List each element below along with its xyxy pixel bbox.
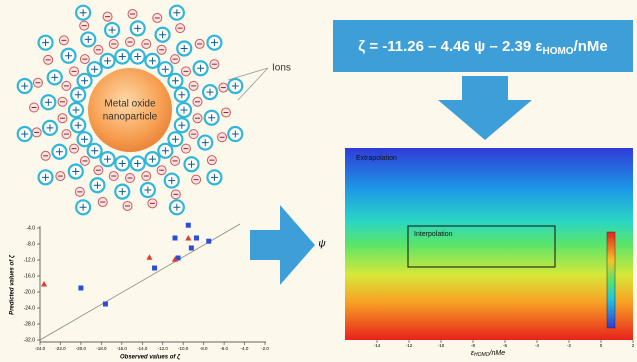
y-label: ψ	[318, 239, 326, 250]
x-tick-label: -18.0	[96, 346, 107, 351]
x-tick-label: -6.0	[220, 346, 228, 351]
y-tick-label: -32.0	[24, 337, 36, 343]
nanoparticle	[88, 68, 172, 152]
graphical-abstract: Metal oxide nanoparticle Ions Predicted …	[0, 0, 637, 362]
ions-label: Ions	[272, 63, 291, 74]
x-tick-label: -10	[438, 343, 445, 348]
equation-sub: HOMO	[542, 46, 573, 57]
x-tick-label: -12.0	[158, 346, 169, 351]
y-label: Predicted values of ζ	[10, 254, 16, 315]
x-tick-label: -20.0	[76, 346, 87, 351]
x-tick-label: 2	[632, 343, 635, 348]
x-label-tail: /nMe	[489, 350, 506, 357]
x-tick-label: -4	[535, 343, 539, 348]
x-tick-label: -14	[374, 343, 381, 348]
arrow-down	[438, 76, 532, 140]
y-tick-label: -8.0	[26, 241, 35, 247]
point	[189, 246, 194, 251]
y-tick-label: -12.0	[24, 257, 36, 263]
point	[173, 236, 178, 241]
point	[186, 223, 191, 228]
x-tick-label: 0	[600, 343, 603, 348]
y-tick-label: -4.0	[26, 225, 35, 231]
np-label: Metal oxide	[104, 99, 156, 110]
x-tick-label: -8	[471, 343, 475, 348]
y-tick-label: -20.0	[24, 289, 36, 295]
x-tick-label: -22.0	[55, 346, 66, 351]
y-tick-label: -16.0	[24, 273, 36, 279]
np-label: nanoparticle	[103, 112, 158, 123]
x-tick-label: -12	[406, 343, 413, 348]
arrow-right	[250, 205, 315, 285]
x-tick-label: -2	[567, 343, 571, 348]
x-tick-label: -24.0	[35, 346, 46, 351]
point	[194, 236, 199, 241]
heatmap-field	[345, 148, 633, 340]
x-tick-label: -14.0	[137, 346, 148, 351]
point	[78, 286, 83, 291]
x-label-sub: HOMO	[474, 352, 490, 358]
y-tick-label: -24.0	[24, 305, 36, 311]
interpolation-label: Interpolation	[414, 231, 453, 238]
point	[152, 266, 157, 271]
y-tick-label: -28.0	[24, 321, 36, 327]
x-tick-label: -8.0	[200, 346, 208, 351]
scatter: Predicted values of ζ Observed values of…	[10, 223, 270, 361]
x-tick-label: -16.0	[117, 346, 128, 351]
x-tick-label: -6	[503, 343, 507, 348]
x-tick-label: -2.0	[261, 346, 269, 351]
point	[103, 302, 108, 307]
x-label: εHOMO/nMe	[471, 350, 505, 358]
x-label: Observed values of ζ	[120, 355, 181, 361]
equation-tail: /nMe	[574, 38, 608, 55]
point	[206, 239, 211, 244]
x-tick-label: -4.0	[241, 346, 249, 351]
extrapolation-label: Extrapolation	[356, 155, 397, 162]
point	[185, 235, 191, 241]
heatmap: Extrapolation Interpolation ψ εHOMO/nMe …	[318, 148, 634, 358]
point	[41, 281, 47, 287]
equation-main: ζ = -11.26 – 4.46 ψ – 2.39 ε	[358, 38, 542, 55]
x-tick-label: -10.0	[178, 346, 189, 351]
point	[146, 254, 152, 260]
colorbar	[607, 232, 615, 328]
